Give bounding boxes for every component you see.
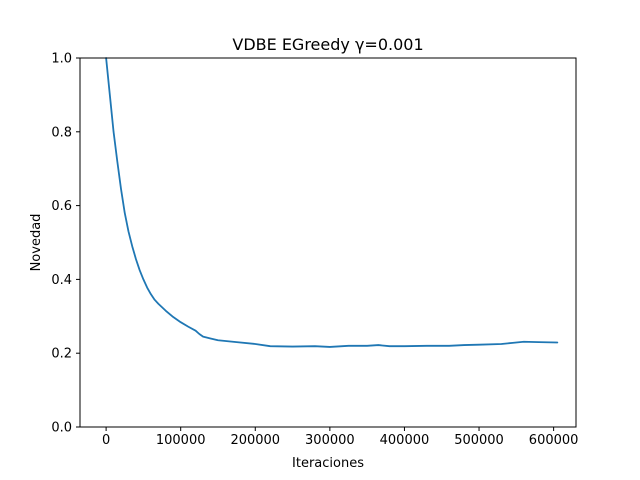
x-tick-label: 400000 bbox=[380, 433, 430, 448]
plot-frame bbox=[79, 57, 577, 428]
x-tick-label: 600000 bbox=[529, 433, 579, 448]
y-tick-label: 0.8 bbox=[51, 125, 72, 140]
x-tick-label: 300000 bbox=[305, 433, 355, 448]
series-line bbox=[105, 57, 559, 348]
x-tick-label: 500000 bbox=[454, 433, 504, 448]
y-axis-label: Novedad bbox=[29, 214, 44, 272]
x-axis-label: Iteraciones bbox=[292, 456, 364, 471]
x-tick-label: 0 bbox=[102, 433, 110, 448]
y-tick-label: 1.0 bbox=[51, 52, 72, 67]
axis-ticks: 0 100000 200000 300000 400000 500000 600000 0.0… bbox=[51, 52, 578, 449]
chart-title: VDBE EGreedy γ=0.001 bbox=[232, 35, 423, 54]
y-tick-label: 0.4 bbox=[51, 273, 72, 288]
plot-series bbox=[105, 57, 559, 348]
y-tick-label: 0.2 bbox=[51, 347, 72, 362]
y-tick-label: 0.0 bbox=[51, 421, 72, 436]
x-tick-label: 100000 bbox=[156, 433, 206, 448]
y-tick-label: 0.6 bbox=[51, 199, 72, 214]
x-tick-label: 200000 bbox=[230, 433, 280, 448]
